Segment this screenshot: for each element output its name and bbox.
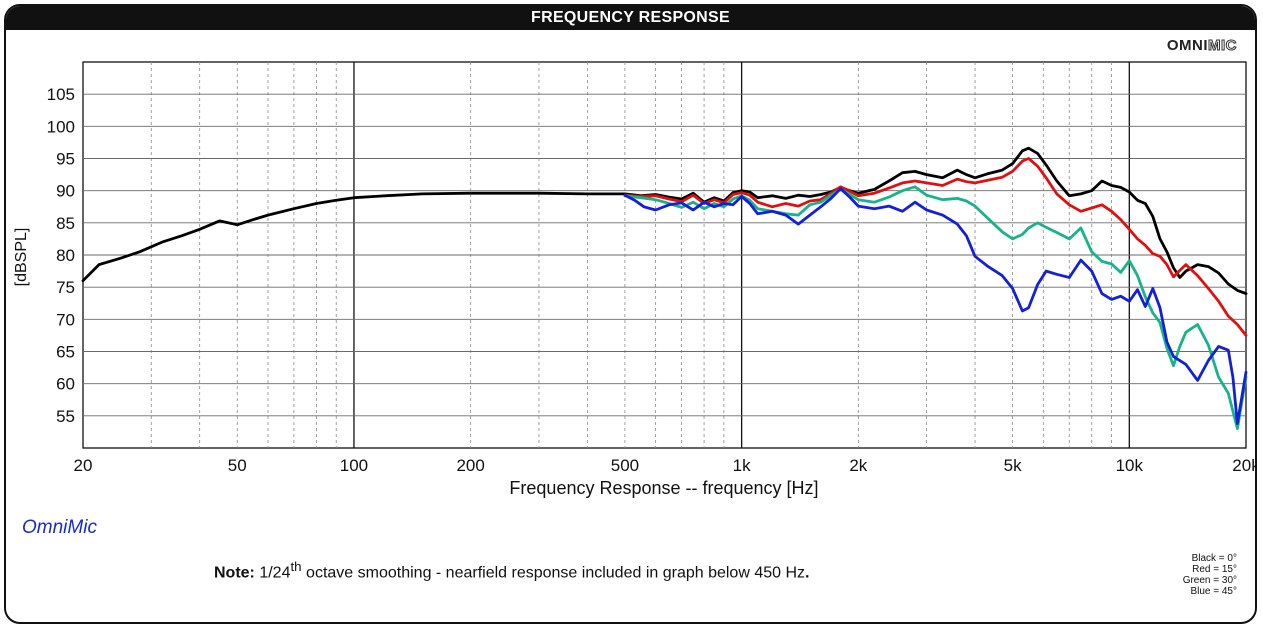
omnimic-logo: OMNIMIC <box>1166 37 1237 55</box>
legend-entry-green: Green = 30° <box>1182 575 1237 586</box>
legend-entry-black: Black = 0° <box>1191 553 1237 564</box>
x-tick-label: 20 <box>74 456 93 475</box>
note-prefix: 1/24 <box>254 564 291 582</box>
x-tick-label: 500 <box>611 456 639 475</box>
grid-lines <box>83 62 1246 448</box>
y-tick-label: 80 <box>56 246 75 265</box>
chart-frame: FREQUENCY RESPONSE OMNIMIC 20 50 100 200 500… <box>4 4 1257 624</box>
y-tick-label: 75 <box>56 278 75 297</box>
y-axis-label: [dBSPL] <box>13 228 30 287</box>
y-tick-label: 85 <box>56 214 75 233</box>
x-tick-label: 50 <box>228 456 247 475</box>
y-axis-ticks: 55 60 65 70 75 80 85 90 95 100 105 <box>47 85 75 426</box>
y-tick-label: 105 <box>47 85 75 104</box>
x-tick-label: 5k <box>1004 456 1022 475</box>
legend-entry-blue: Blue = 45° <box>1190 586 1237 597</box>
omnimic-brand: OmniMic <box>22 517 97 538</box>
y-tick-label: 100 <box>47 117 75 136</box>
legend: Black = 0° Red = 15° Green = 30° Blue = … <box>1183 553 1237 597</box>
smoothing-note: Note: 1/24th octave smoothing - nearfiel… <box>214 559 809 582</box>
note-label: Note: <box>214 564 255 582</box>
legend-entry-red: Red = 15° <box>1192 564 1237 575</box>
y-tick-label: 55 <box>56 407 75 426</box>
note-sup: th <box>290 559 302 574</box>
x-axis-label: Frequency Response -- frequency [Hz] <box>509 478 818 498</box>
x-axis-ticks: 20 50 100 200 500 1k 2k 5k 10k 20k <box>74 456 1257 475</box>
note-end: . <box>805 564 810 582</box>
chart-title: FREQUENCY RESPONSE <box>6 6 1255 30</box>
y-tick-label: 95 <box>56 150 75 169</box>
x-tick-label: 10k <box>1116 456 1144 475</box>
x-tick-label: 200 <box>456 456 484 475</box>
series-line-15deg <box>623 157 1248 337</box>
x-tick-label: 1k <box>733 456 751 475</box>
y-tick-label: 60 <box>56 375 75 394</box>
x-tick-label: 2k <box>849 456 867 475</box>
x-tick-label: 20k <box>1232 456 1257 475</box>
note-text: octave smoothing - nearfield response in… <box>301 564 806 582</box>
series-line-45deg <box>623 187 1248 426</box>
y-tick-label: 65 <box>56 343 75 362</box>
x-tick-label: 100 <box>340 456 368 475</box>
series-group <box>81 146 1248 431</box>
y-tick-label: 90 <box>56 182 75 201</box>
plot-area: 20 50 100 200 500 1k 2k 5k 10k 20k 55 60 65 70 75 80 85… <box>13 61 1257 498</box>
y-tick-label: 70 <box>56 310 75 329</box>
